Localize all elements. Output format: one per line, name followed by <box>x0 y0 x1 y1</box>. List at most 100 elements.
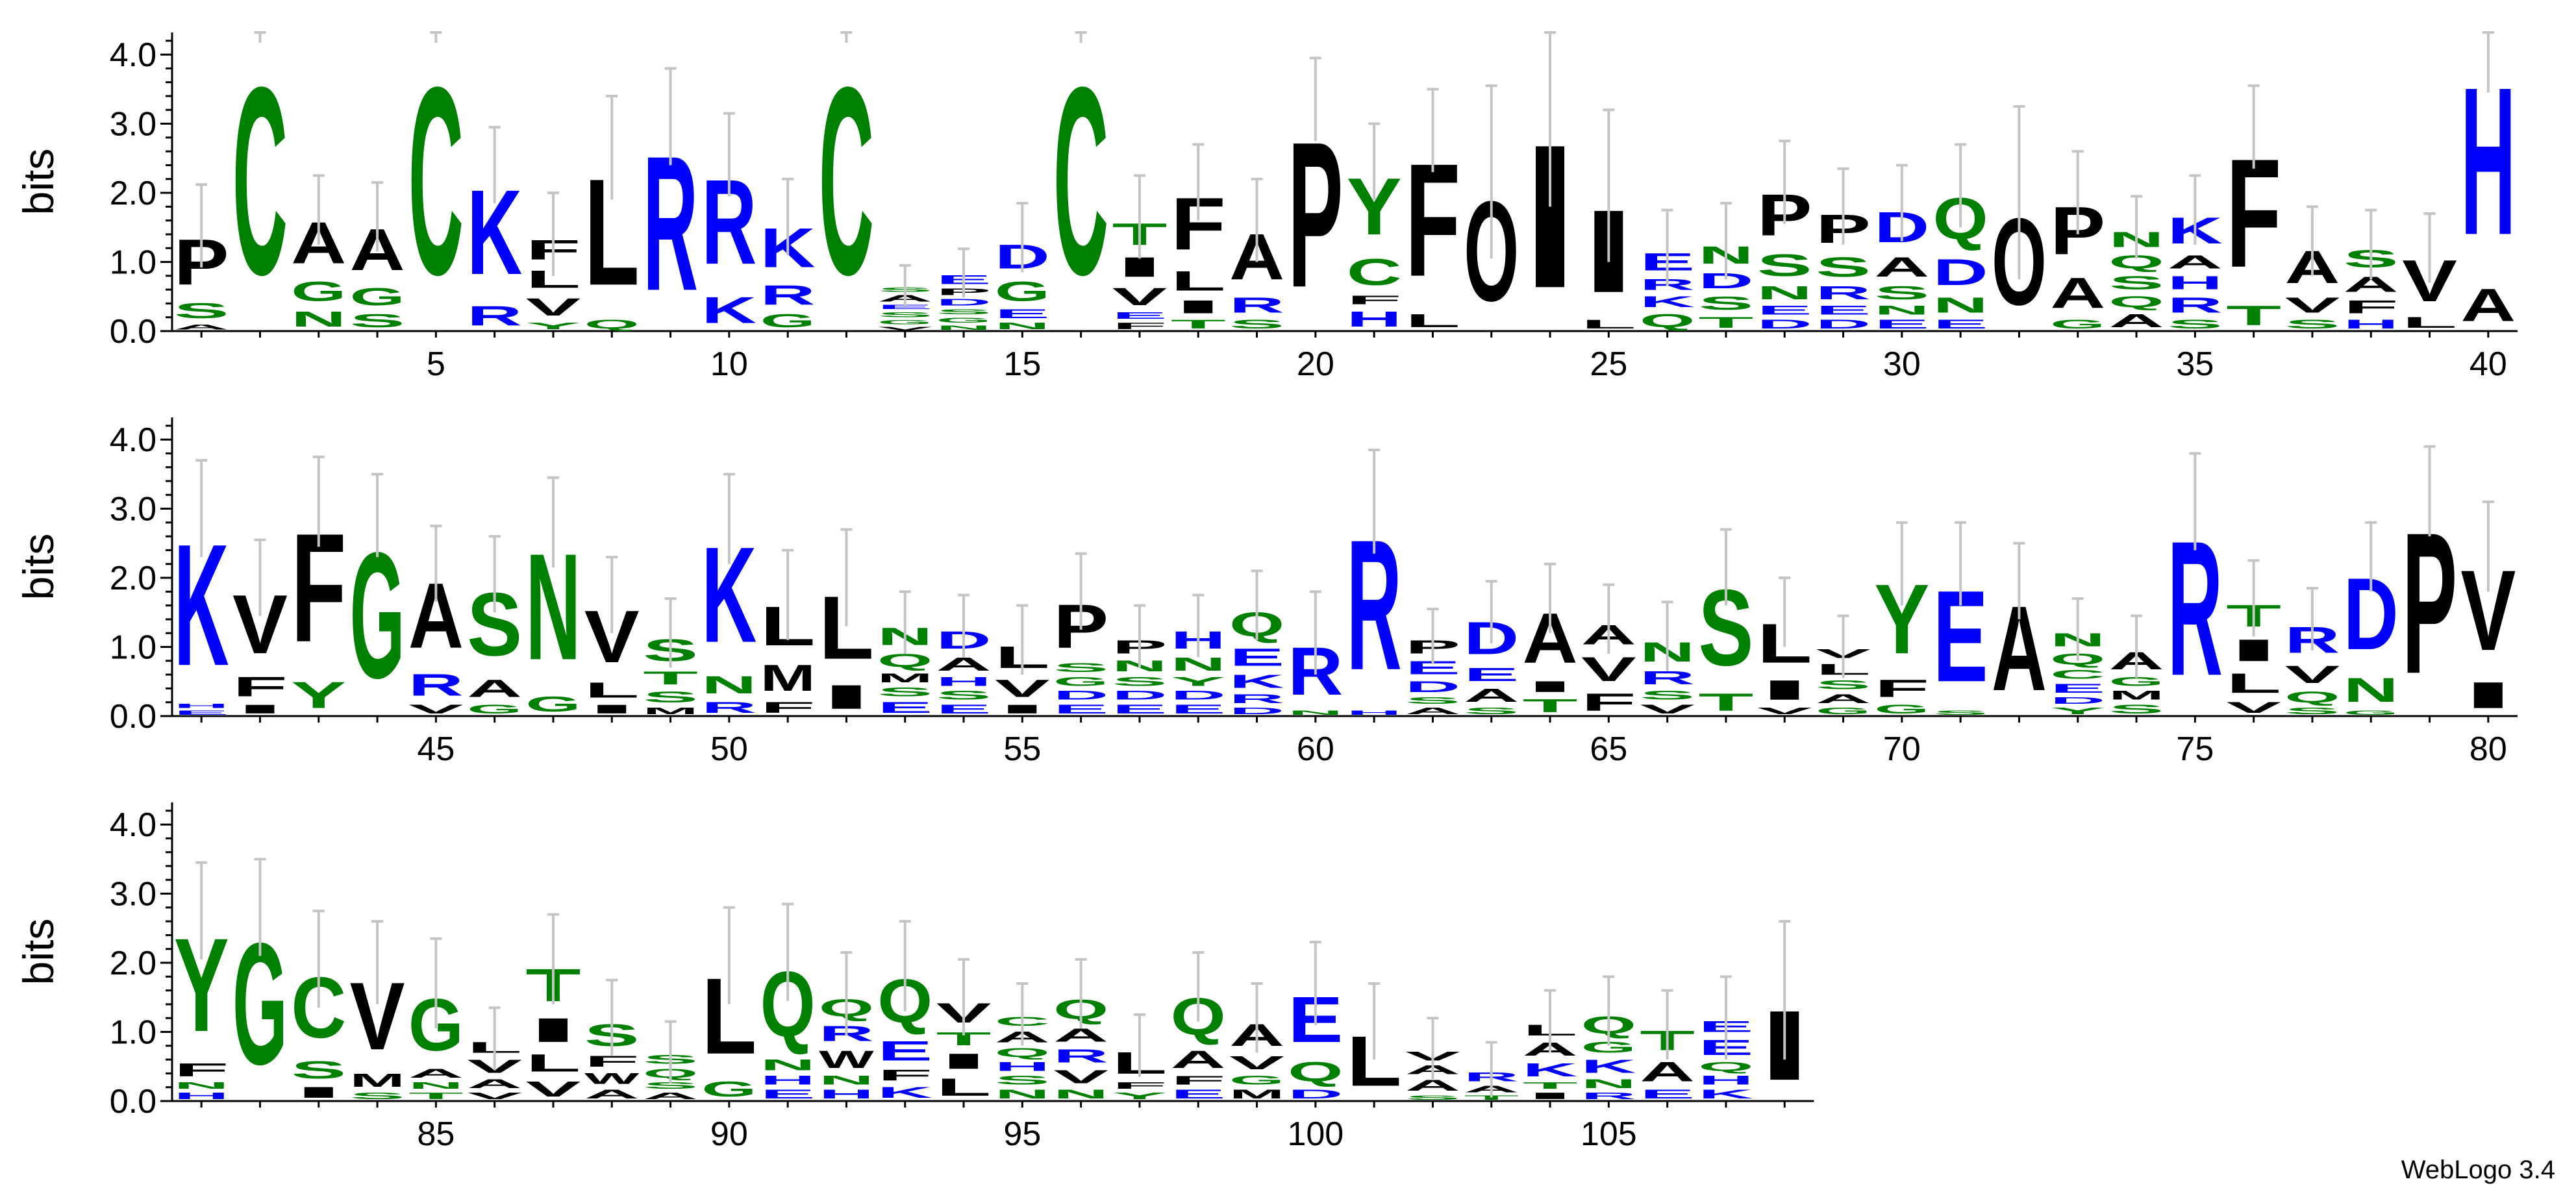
logo-letter-G: G <box>291 276 346 307</box>
logo-letter-A: A <box>1171 1046 1226 1074</box>
stack-pos-23: O <box>1464 84 1519 331</box>
logo-letter-R: R <box>1816 283 1871 304</box>
logo-letter-L: L <box>936 1073 992 1101</box>
logo-letter-S: S <box>1816 678 1871 692</box>
stack-pos-47: GN <box>526 476 581 716</box>
logo-letter-V: V <box>2226 699 2281 716</box>
y-tick-label: 4.0 <box>110 806 156 844</box>
logo-letter-D: D <box>1229 706 1284 716</box>
stack-pos-67: TS <box>1699 528 1753 716</box>
logo-letter-S: S <box>291 1056 346 1084</box>
logo-letter-S: S <box>877 310 932 319</box>
logo-letter-R: R <box>701 699 757 716</box>
stack-pos-60: NR <box>1288 590 1343 716</box>
logo-letter-A: A <box>2460 279 2516 331</box>
logo-letter-G: G <box>467 702 522 716</box>
logo-letter-S: S <box>1053 661 1108 675</box>
logo-letter-N: N <box>2344 671 2399 709</box>
logo-letter-A: A <box>467 1077 522 1091</box>
logo-letter-E: E <box>1112 310 1168 321</box>
logo-letter-V: V <box>408 702 464 716</box>
logo-letter-S: S <box>877 685 932 699</box>
logo-letter-V: V <box>2285 661 2340 689</box>
x-tick-label: 35 <box>2176 345 2214 383</box>
logo-letter-H: H <box>174 702 229 710</box>
logo-letter-G: G <box>760 310 816 331</box>
logo-letter-L: L <box>2226 667 2281 699</box>
logo-letter-G: G <box>936 316 992 325</box>
logo-letter-I: I <box>584 702 640 716</box>
logo-letter-N: N <box>1933 293 1988 317</box>
stack-pos-104: ITKAL <box>1523 989 1577 1101</box>
logo-letter-N: N <box>1757 283 1812 304</box>
logo-letter-M: M <box>1229 1087 1284 1101</box>
logo-letter-A: A <box>174 323 229 331</box>
logo-letter-K: K <box>1229 671 1284 692</box>
logo-letter-K: K <box>1640 293 1695 310</box>
logo-letter-D: D <box>1171 688 1226 702</box>
stack-pos-33: GAP <box>2050 150 2105 331</box>
logo-letter-C: C <box>819 32 874 331</box>
logo-letter-S: S <box>350 310 405 331</box>
logo-letter-E: E <box>1053 702 1108 716</box>
logo-letter-G: G <box>1053 675 1108 688</box>
y-tick-label: 3.0 <box>110 106 156 143</box>
logo-letter-A: A <box>936 654 992 675</box>
logo-letter-E: E <box>1757 304 1812 317</box>
x-tick-label: 95 <box>1003 1115 1041 1153</box>
stack-pos-45: VRA <box>408 525 464 716</box>
logo-letter-F: F <box>2344 297 2399 317</box>
logo-letter-N: N <box>995 321 1050 331</box>
logo-letter-D: D <box>936 297 992 308</box>
logo-letter-A: A <box>1816 692 1871 706</box>
logo-letter-V: V <box>1053 1067 1108 1087</box>
logo-letter-V: V <box>1640 702 1695 716</box>
logo-letter-A: A <box>2109 310 2164 331</box>
logo-letter-E: E <box>174 709 229 716</box>
stack-pos-26: QKRE <box>1640 208 1695 331</box>
stack-pos-13: VGSEAS <box>877 264 932 331</box>
logo-letter-L: L <box>1405 310 1460 331</box>
stack-pos-83: ISC <box>291 910 346 1101</box>
logo-letter-H: H <box>819 1087 874 1101</box>
logo-letter-L: L <box>1581 317 1636 331</box>
stack-pos-24: I <box>1523 31 1577 330</box>
stack-pos-11: GRK <box>760 177 816 331</box>
stack-pos-100: DQE <box>1288 941 1343 1101</box>
stack-pos-41: EHK <box>174 459 229 716</box>
logo-letter-I: I <box>1523 678 1578 695</box>
logo-letter-N: N <box>1581 1077 1636 1091</box>
logo-letter-N: N <box>408 1080 464 1091</box>
stack-pos-12: C <box>819 31 874 331</box>
logo-letter-L: L <box>526 1049 581 1077</box>
logo-letter-E: E <box>1816 304 1871 317</box>
stack-pos-55: IVL <box>995 604 1050 716</box>
logo-letter-G: G <box>2050 317 2105 331</box>
logo-letter-R: R <box>1229 692 1284 706</box>
logo-letter-M: M <box>877 671 932 685</box>
logo-letter-S: S <box>1112 675 1168 688</box>
logo-letter-L: L <box>2402 314 2457 332</box>
logo-letter-V: V <box>526 1077 581 1101</box>
logo-letter-I: I <box>2226 633 2281 667</box>
stack-pos-25: LI <box>1581 108 1636 331</box>
logo-letter-K: K <box>1581 1056 1636 1077</box>
logo-letter-A: A <box>1053 1025 1108 1046</box>
logo-letter-I: I <box>995 702 1050 716</box>
